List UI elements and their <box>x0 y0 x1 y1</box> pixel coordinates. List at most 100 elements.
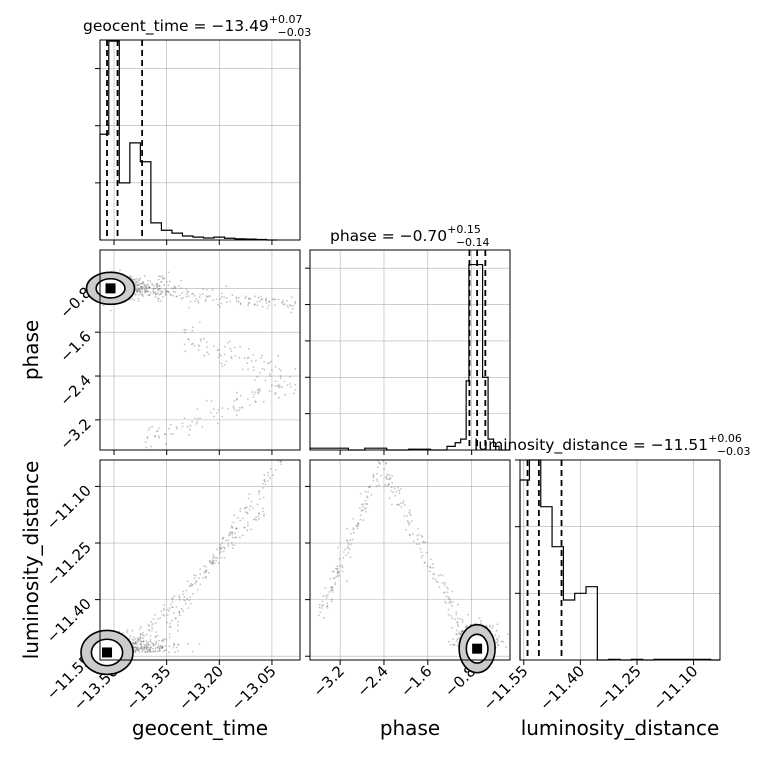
luminosity_distance-vs-geocent_time-point-410 <box>139 637 142 640</box>
luminosity_distance-vs-phase-point-526 <box>420 551 423 553</box>
phase-vs-geocent_time-point-505 <box>268 300 271 303</box>
luminosity_distance-vs-geocent_time-point-495 <box>178 611 181 613</box>
phase-vs-geocent_time-point-542 <box>154 291 157 293</box>
title-phase: phase = −0.70+0.15 −0.14 <box>330 223 490 249</box>
luminosity_distance-vs-geocent_time-point-122 <box>149 650 152 653</box>
luminosity_distance-vs-phase-point-540 <box>424 561 426 564</box>
luminosity_distance-vs-phase-point-553 <box>448 601 451 604</box>
luminosity_distance-vs-phase-point-489 <box>447 588 449 590</box>
phase-vs-geocent_time-point-577 <box>211 288 214 291</box>
luminosity_distance-vs-geocent_time-point-446 <box>205 575 207 578</box>
luminosity_distance-vs-geocent_time-point-282 <box>144 651 147 653</box>
luminosity_distance-vs-phase-point-590 <box>384 476 387 479</box>
phase-vs-geocent_time-point-741 <box>151 425 154 428</box>
luminosity_distance-vs-geocent_time-point-403 <box>219 549 221 552</box>
luminosity_distance-vs-phase-point-24 <box>494 634 497 637</box>
phase-vs-geocent_time-point-559 <box>195 298 197 300</box>
phase-vs-geocent_time-point-185 <box>138 287 141 290</box>
phase-vs-geocent_time-point-755 <box>238 409 241 412</box>
luminosity_distance-vs-geocent_time-point-360 <box>246 529 249 532</box>
luminosity_distance-vs-geocent_time-point-161 <box>172 646 175 649</box>
luminosity_distance-vs-geocent_time-point-361 <box>163 603 166 606</box>
phase-vs-geocent_time-point-661 <box>192 342 194 345</box>
phase-vs-geocent_time-point-251 <box>141 281 144 283</box>
phase-vs-geocent_time-point-30 <box>129 275 131 277</box>
luminosity_distance-vs-geocent_time-point-299 <box>138 650 141 653</box>
luminosity_distance-vs-geocent_time-point-504 <box>178 610 181 613</box>
luminosity_distance-vs-geocent_time-point-317 <box>156 650 159 653</box>
phase-vs-geocent_time-point-526 <box>266 307 269 309</box>
geocent_time-marginal-bin-5 <box>151 223 162 240</box>
phase-vs-geocent_time-point-637 <box>246 362 249 365</box>
luminosity_distance-vs-geocent_time-point-307 <box>136 647 138 650</box>
luminosity_distance-vs-geocent_time-point-196 <box>147 641 150 643</box>
luminosity_distance-vs-phase-point-319 <box>459 633 462 636</box>
luminosity_distance-vs-geocent_time-point-447 <box>151 627 154 629</box>
luminosity_distance-vs-phase-point-607 <box>391 482 393 484</box>
luminosity_distance-vs-phase-point-516 <box>456 617 459 620</box>
luminosity_distance-vs-phase-point-306 <box>460 632 462 635</box>
luminosity_distance-vs-geocent_time-point-297 <box>187 642 190 645</box>
luminosity_distance-vs-geocent_time-point-433 <box>170 603 172 606</box>
luminosity_distance-vs-geocent_time-point-274 <box>148 649 151 652</box>
luminosity_distance-vs-geocent_time-point-555 <box>178 612 181 615</box>
luminosity_distance-vs-phase-point-602 <box>408 511 411 514</box>
luminosity_distance-vs-geocent_time-point-506 <box>258 490 261 492</box>
phase-vs-geocent_time-point-674 <box>199 340 202 342</box>
luminosity_distance-vs-phase-point-355 <box>357 522 360 525</box>
luminosity_distance-vs-geocent_time-point-473 <box>202 576 205 579</box>
phase-vs-geocent_time-point-520 <box>291 296 293 299</box>
luminosity_distance-vs-phase-point-393 <box>363 508 366 511</box>
phase-vs-geocent_time-point-79 <box>180 280 183 282</box>
luminosity_distance-vs-geocent_time-point-457 <box>262 507 264 510</box>
luminosity_distance-vs-geocent_time-point-460 <box>132 639 134 641</box>
luminosity_distance-vs-geocent_time-point-70 <box>158 639 161 642</box>
luminosity_distance-vs-phase-point-533 <box>451 604 453 607</box>
phase-vs-geocent_time-point-575 <box>187 295 190 298</box>
luminosity_distance-vs-phase-point-528 <box>416 538 419 541</box>
phase-vs-geocent_time-point-796 <box>164 433 167 435</box>
luminosity_distance-vs-geocent_time-point-41 <box>134 643 136 645</box>
luminosity_distance-vs-geocent_time-point-278 <box>136 649 139 652</box>
luminosity_distance-vs-geocent_time-point-551 <box>233 514 236 517</box>
phase-vs-geocent_time-ytick-label-1: −1.6 <box>56 327 94 365</box>
luminosity_distance-vs-phase-point-449 <box>338 557 341 560</box>
luminosity_distance-vs-geocent_time-point-202 <box>137 648 140 651</box>
phase-vs-geocent_time-point-675 <box>284 393 287 396</box>
phase-vs-geocent_time-point-561 <box>274 304 276 306</box>
phase-vs-geocent_time-point-549 <box>170 294 172 297</box>
phase-vs-geocent_time-point-74 <box>135 290 138 292</box>
luminosity_distance-vs-phase-point-530 <box>402 499 405 502</box>
luminosity_distance-vs-geocent_time-point-465 <box>139 633 142 635</box>
luminosity_distance-vs-geocent_time-frame <box>99 459 301 661</box>
luminosity_distance-vs-geocent_time-point-345 <box>191 650 194 653</box>
luminosity_distance-vs-phase-point-433 <box>372 475 375 477</box>
phase-vs-geocent_time-point-283 <box>136 291 139 293</box>
phase-vs-geocent_time-point-550 <box>247 304 250 307</box>
phase-vs-geocent_time-point-782 <box>236 397 238 400</box>
luminosity_distance-vs-geocent_time-point-560 <box>264 480 266 483</box>
luminosity_distance-marginal-xtick-label-2: −11.25 <box>593 662 645 714</box>
luminosity_distance-vs-phase-point-589 <box>418 533 420 536</box>
phase-vs-geocent_time-point-798 <box>153 435 156 438</box>
phase-vs-geocent_time-point-195 <box>149 280 152 283</box>
luminosity_distance-vs-phase-point-395 <box>353 531 355 534</box>
phase-vs-geocent_time-point-537 <box>256 301 259 303</box>
luminosity_distance-vs-phase-point-565 <box>412 533 414 536</box>
luminosity_distance-vs-phase-point-552 <box>429 570 431 573</box>
luminosity_distance-vs-geocent_time-point-268 <box>151 642 153 645</box>
phase-vs-geocent_time-point-204 <box>157 298 160 300</box>
phase-vs-geocent_time-point-528 <box>231 294 234 297</box>
luminosity_distance-vs-geocent_time-point-276 <box>137 638 140 641</box>
luminosity_distance-vs-phase-point-278 <box>480 622 482 625</box>
phase-vs-geocent_time-point-567 <box>260 298 263 301</box>
luminosity_distance-vs-geocent_time-point-415 <box>159 617 161 619</box>
phase-vs-geocent_time-point-280 <box>144 291 147 293</box>
luminosity_distance-vs-geocent_time-point-567 <box>262 482 264 485</box>
luminosity_distance-vs-phase-point-515 <box>455 613 458 616</box>
luminosity_distance-vs-geocent_time-point-427 <box>152 618 155 620</box>
luminosity_distance-vs-geocent_time-point-38 <box>158 645 161 648</box>
phase-vs-geocent_time-point-638 <box>277 354 280 357</box>
phase-vs-geocent_time-point-34 <box>139 277 141 280</box>
luminosity_distance-vs-geocent_time-point-533 <box>168 625 171 628</box>
